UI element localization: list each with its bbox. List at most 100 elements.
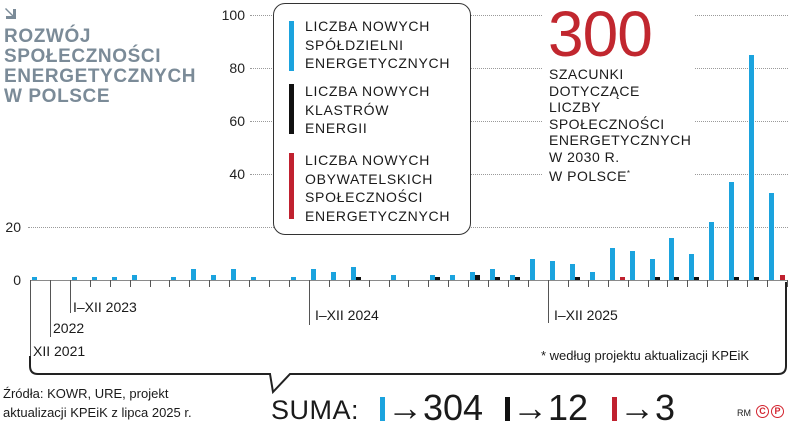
- bar-cooperatives: [91, 277, 97, 280]
- legend-text: ENERGETYCZNYCH: [305, 207, 451, 224]
- bar-cooperatives: [589, 272, 595, 280]
- bar-cooperatives: [729, 181, 735, 280]
- highlight-line: SZACUNKI: [549, 66, 624, 82]
- title-line: ROZWÓJ: [4, 26, 91, 47]
- y-label-60: 60: [229, 113, 245, 129]
- legend-text: LICZBA NOWYCH: [305, 83, 431, 99]
- legend-text: ENERGETYCZNYCH: [305, 55, 451, 71]
- period-label: I–XII 2025: [554, 307, 618, 323]
- y-label-0: 0: [13, 272, 21, 288]
- highlight-line: W POLSCE*: [549, 166, 691, 185]
- x-tick: [150, 280, 151, 287]
- bar-cooperatives: [649, 258, 655, 280]
- legend-swatch-red: [289, 153, 294, 219]
- x-tick: [448, 280, 449, 287]
- period-line-2022: [50, 280, 52, 337]
- x-tick: [727, 280, 728, 287]
- x-tick: [389, 280, 390, 287]
- bar-clusters: [355, 277, 361, 280]
- x-tick: [349, 280, 350, 287]
- legend-swatch-black: [289, 84, 294, 134]
- bar-cooperatives: [749, 54, 755, 280]
- x-tick: [508, 280, 509, 287]
- total-cooperatives: →304: [387, 387, 484, 428]
- legend-swatch-blue: [289, 21, 294, 71]
- legend-text: LICZBA NOWYCH: [305, 152, 431, 168]
- x-tick: [428, 280, 429, 287]
- bar-cooperatives: [769, 192, 775, 280]
- title-line: SPOŁECZNOŚCI: [4, 46, 162, 67]
- highlight-description: SZACUNKI DOTYCZĄCE LICZBY SPOŁECZNOŚCI E…: [549, 66, 691, 184]
- gridline-40: [250, 174, 788, 175]
- highlight-line: SPOŁECZNOŚCI: [549, 115, 665, 132]
- bar-cooperatives: [669, 237, 675, 280]
- highlight-line: W 2030 R.: [549, 148, 620, 165]
- y-label-80: 80: [229, 60, 245, 76]
- bar-clusters: [754, 277, 760, 280]
- y-label-40: 40: [229, 166, 245, 182]
- x-tick: [687, 280, 688, 287]
- legend-text: SPOŁECZNOŚCI: [305, 189, 424, 205]
- gridline-60: [250, 121, 788, 122]
- bar-clusters: [734, 277, 740, 280]
- total-swatch-blue: [380, 397, 385, 421]
- highlight-value: 300: [548, 0, 653, 70]
- bar-cooperatives: [609, 248, 615, 280]
- x-tick: [488, 280, 489, 287]
- x-tick: [269, 280, 270, 287]
- x-tick: [747, 280, 748, 287]
- bar-cooperatives: [111, 277, 117, 280]
- x-tick: [289, 280, 290, 287]
- legend-text: SPÓŁDZIELNI: [305, 36, 404, 53]
- x-tick: [229, 280, 230, 287]
- bar-cooperatives: [171, 277, 177, 280]
- gridline-100: [250, 15, 788, 16]
- period-line-2023: [70, 280, 72, 313]
- bar-cooperatives: [530, 258, 535, 280]
- highlight-line: DOTYCZĄCE: [549, 82, 640, 99]
- bar-clusters: [475, 274, 481, 280]
- x-tick: [628, 280, 629, 287]
- footnote: * według projektu aktualizacji KPEiK: [541, 348, 750, 363]
- author-initials: RM: [737, 408, 751, 418]
- total-clusters: →12: [512, 387, 589, 428]
- legend-item-clusters: LICZBA NOWYCH KLASTRÓW ENERGII: [305, 82, 430, 138]
- bar-citizen: [779, 274, 785, 280]
- legend: LICZBA NOWYCH SPÓŁDZIELNI ENERGETYCZNYCH…: [273, 3, 471, 235]
- source-line: Źródła: KOWR, URE, projekt: [3, 386, 169, 401]
- period-line-2024: [309, 280, 311, 325]
- bar-cooperatives: [191, 269, 197, 280]
- legend-text: KLASTRÓW: [305, 101, 390, 118]
- bar-cooperatives: [330, 272, 336, 280]
- x-tick: [468, 280, 469, 287]
- phonogram-icon: P: [771, 405, 784, 418]
- period-label: XII 2021: [33, 343, 86, 359]
- bar-cooperatives: [131, 274, 137, 280]
- bar-clusters: [694, 277, 700, 280]
- total-citizen: →3: [619, 387, 676, 428]
- bar-cooperatives: [629, 250, 635, 280]
- x-tick: [528, 280, 529, 287]
- total-swatch-red: [612, 397, 617, 421]
- asterisk: *: [626, 168, 631, 178]
- x-tick: [369, 280, 370, 287]
- x-tick: [130, 280, 131, 287]
- bar-clusters: [495, 277, 501, 280]
- bar-cooperatives: [569, 264, 575, 280]
- highlight-line: ENERGETYCZNYCH: [549, 132, 692, 149]
- x-tick: [209, 280, 210, 287]
- x-tick: [767, 280, 768, 287]
- y-label-20: 20: [5, 219, 21, 235]
- bar-cooperatives: [350, 266, 356, 280]
- totals-label: SUMA:: [271, 395, 360, 425]
- x-tick: [408, 280, 409, 287]
- x-tick: [249, 280, 250, 287]
- bar-cooperatives: [290, 277, 296, 280]
- copyright-icon: C: [756, 405, 769, 418]
- bar-cooperatives: [709, 221, 715, 280]
- bar-clusters: [654, 277, 660, 280]
- x-tick: [608, 280, 609, 287]
- bar-cooperatives: [310, 269, 316, 280]
- bar-cooperatives: [689, 253, 695, 280]
- bar-cooperatives: [470, 272, 476, 280]
